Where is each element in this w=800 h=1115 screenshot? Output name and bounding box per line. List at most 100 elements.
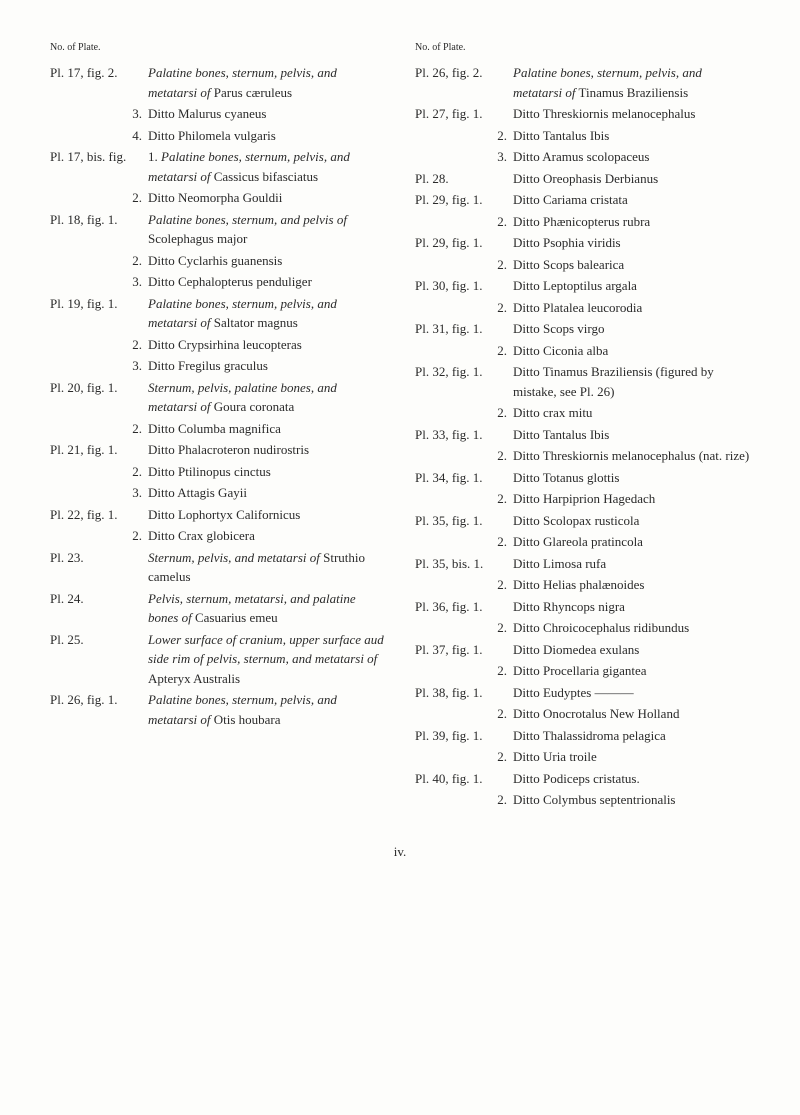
entry-row: 2.Ditto Platalea leucorodia: [415, 298, 750, 318]
entry-label: 2.: [415, 704, 513, 724]
entry-row: 2.Ditto Harpiprion Hagedach: [415, 489, 750, 509]
entry-label: Pl. 34, fig. 1.: [415, 468, 513, 488]
entry-row: 4.Ditto Philomela vulgaris: [50, 126, 385, 146]
entry-label: 4.: [50, 126, 148, 146]
entry-label: 2.: [415, 747, 513, 767]
entry-row: Pl. 26, fig. 2.Palatine bones, sternum, …: [415, 63, 750, 102]
entry-label: 2.: [50, 462, 148, 482]
entry-row: 2.Ditto Helias phalænoides: [415, 575, 750, 595]
entry-label: Pl. 26, fig. 1.: [50, 690, 148, 729]
entry-label: Pl. 32, fig. 1.: [415, 362, 513, 401]
left-entries: Pl. 17, fig. 2.Palatine bones, sternum, …: [50, 63, 385, 729]
entry-label: 2.: [415, 126, 513, 146]
entry-label: Pl. 19, fig. 1.: [50, 294, 148, 333]
entry-row: 3.Ditto Malurus cyaneus: [50, 104, 385, 124]
entry-description: Sternum, pelvis, palatine bones, and met…: [148, 378, 385, 417]
entry-row: 2.Ditto Colymbus septentrionalis: [415, 790, 750, 810]
entry-description: Ditto Harpiprion Hagedach: [513, 489, 750, 509]
entry-row: Pl. 19, fig. 1.Palatine bones, sternum, …: [50, 294, 385, 333]
entry-label: 2.: [415, 661, 513, 681]
entry-description: Ditto Onocrotalus New Holland: [513, 704, 750, 724]
entry-description: Ditto Rhyncops nigra: [513, 597, 750, 617]
entry-label: Pl. 29, fig. 1.: [415, 233, 513, 253]
entry-label: Pl. 31, fig. 1.: [415, 319, 513, 339]
entry-description: Pelvis, sternum, metatarsi, and palatine…: [148, 589, 385, 628]
entry-description: Ditto Diomedea exulans: [513, 640, 750, 660]
entry-label: Pl. 40, fig. 1.: [415, 769, 513, 789]
entry-label: Pl. 29, fig. 1.: [415, 190, 513, 210]
entry-description: Ditto Phænicopterus rubra: [513, 212, 750, 232]
entry-description: Ditto Thalassidroma pelagica: [513, 726, 750, 746]
entry-description: Palatine bones, sternum, and pelvis of S…: [148, 210, 385, 249]
entry-row: Pl. 30, fig. 1.Ditto Leptoptilus argala: [415, 276, 750, 296]
entry-description: Ditto Cariama cristata: [513, 190, 750, 210]
entry-label: Pl. 36, fig. 1.: [415, 597, 513, 617]
entry-label: 2.: [50, 526, 148, 546]
entry-description: Ditto Threskiornis melanocephalus: [513, 104, 750, 124]
entry-row: Pl. 35, fig. 1.Ditto Scolopax rusticola: [415, 511, 750, 531]
entry-description: Ditto Uria troile: [513, 747, 750, 767]
entry-description: Ditto Eudyptes ———: [513, 683, 750, 703]
entry-row: 2.Ditto Glareola pratincola: [415, 532, 750, 552]
entry-description: Ditto Totanus glottis: [513, 468, 750, 488]
entry-row: Pl. 21, fig. 1.Ditto Phalacroteron nudir…: [50, 440, 385, 460]
entry-description: Ditto Helias phalænoides: [513, 575, 750, 595]
entry-row: 2.Ditto Scops balearica: [415, 255, 750, 275]
entry-description: Ditto Colymbus septentrionalis: [513, 790, 750, 810]
entry-row: Pl. 28.Ditto Oreophasis Derbianus: [415, 169, 750, 189]
entry-description: Ditto Cyclarhis guanensis: [148, 251, 385, 271]
right-column: No. of Plate. Pl. 26, fig. 2.Palatine bo…: [415, 40, 750, 812]
entry-label: 3.: [415, 147, 513, 167]
entry-label: 3.: [50, 104, 148, 124]
entry-description: Ditto Aramus scolopaceus: [513, 147, 750, 167]
entry-row: Pl. 40, fig. 1.Ditto Podiceps cristatus.: [415, 769, 750, 789]
entry-row: Pl. 24.Pelvis, sternum, metatarsi, and p…: [50, 589, 385, 628]
entry-row: 2.Ditto Cyclarhis guanensis: [50, 251, 385, 271]
entry-row: Pl. 33, fig. 1.Ditto Tantalus Ibis: [415, 425, 750, 445]
entry-row: Pl. 18, fig. 1.Palatine bones, sternum, …: [50, 210, 385, 249]
columns-container: No. of Plate. Pl. 17, fig. 2.Palatine bo…: [50, 40, 750, 812]
entry-label: 2.: [50, 335, 148, 355]
entry-description: Ditto Tinamus Braziliensis (figured by m…: [513, 362, 750, 401]
entry-row: Pl. 27, fig. 1.Ditto Threskiornis melano…: [415, 104, 750, 124]
entry-label: Pl. 27, fig. 1.: [415, 104, 513, 124]
entry-description: Ditto Philomela vulgaris: [148, 126, 385, 146]
entry-row: 2.Ditto Onocrotalus New Holland: [415, 704, 750, 724]
entry-label: Pl. 20, fig. 1.: [50, 378, 148, 417]
entry-label: Pl. 17, fig. 2.: [50, 63, 148, 102]
entry-label: Pl. 39, fig. 1.: [415, 726, 513, 746]
entry-row: Pl. 17, fig. 2.Palatine bones, sternum, …: [50, 63, 385, 102]
entry-description: Palatine bones, sternum, pelvis, and met…: [148, 63, 385, 102]
entry-description: Ditto Cephalopterus penduliger: [148, 272, 385, 292]
entry-row: Pl. 39, fig. 1.Ditto Thalassidroma pelag…: [415, 726, 750, 746]
entry-row: 2.Ditto Tantalus Ibis: [415, 126, 750, 146]
entry-row: 2.Ditto Crax globicera: [50, 526, 385, 546]
entry-row: 2.Ditto crax mitu: [415, 403, 750, 423]
entry-label: 2.: [415, 489, 513, 509]
entry-label: Pl. 18, fig. 1.: [50, 210, 148, 249]
entry-description: Ditto Attagis Gayii: [148, 483, 385, 503]
entry-label: 3.: [50, 483, 148, 503]
entry-row: Pl. 20, fig. 1.Sternum, pelvis, palatine…: [50, 378, 385, 417]
entry-description: Ditto Leptoptilus argala: [513, 276, 750, 296]
entry-row: 2.Ditto Columba magnifica: [50, 419, 385, 439]
entry-description: Ditto Threskiornis melanocephalus (nat. …: [513, 446, 750, 466]
entry-label: 2.: [415, 255, 513, 275]
entry-description: Ditto Podiceps cristatus.: [513, 769, 750, 789]
entry-label: 2.: [415, 575, 513, 595]
entry-description: Ditto Psophia viridis: [513, 233, 750, 253]
entry-row: Pl. 25.Lower surface of cranium, upper s…: [50, 630, 385, 689]
entry-label: Pl. 23.: [50, 548, 148, 587]
entry-row: Pl. 31, fig. 1.Ditto Scops virgo: [415, 319, 750, 339]
entry-label: Pl. 25.: [50, 630, 148, 689]
entry-row: 3.Ditto Fregilus graculus: [50, 356, 385, 376]
entry-row: 2.Ditto Chroicocephalus ridibundus: [415, 618, 750, 638]
left-column: No. of Plate. Pl. 17, fig. 2.Palatine bo…: [50, 40, 385, 812]
entry-description: Ditto Limosa rufa: [513, 554, 750, 574]
entry-label: Pl. 17, bis. fig.: [50, 147, 148, 186]
entry-label: 2.: [415, 446, 513, 466]
entry-description: Ditto Columba magnifica: [148, 419, 385, 439]
entry-row: 2.Ditto Uria troile: [415, 747, 750, 767]
entry-description: Sternum, pelvis, and metatarsi of Struth…: [148, 548, 385, 587]
entry-description: Ditto Ciconia alba: [513, 341, 750, 361]
